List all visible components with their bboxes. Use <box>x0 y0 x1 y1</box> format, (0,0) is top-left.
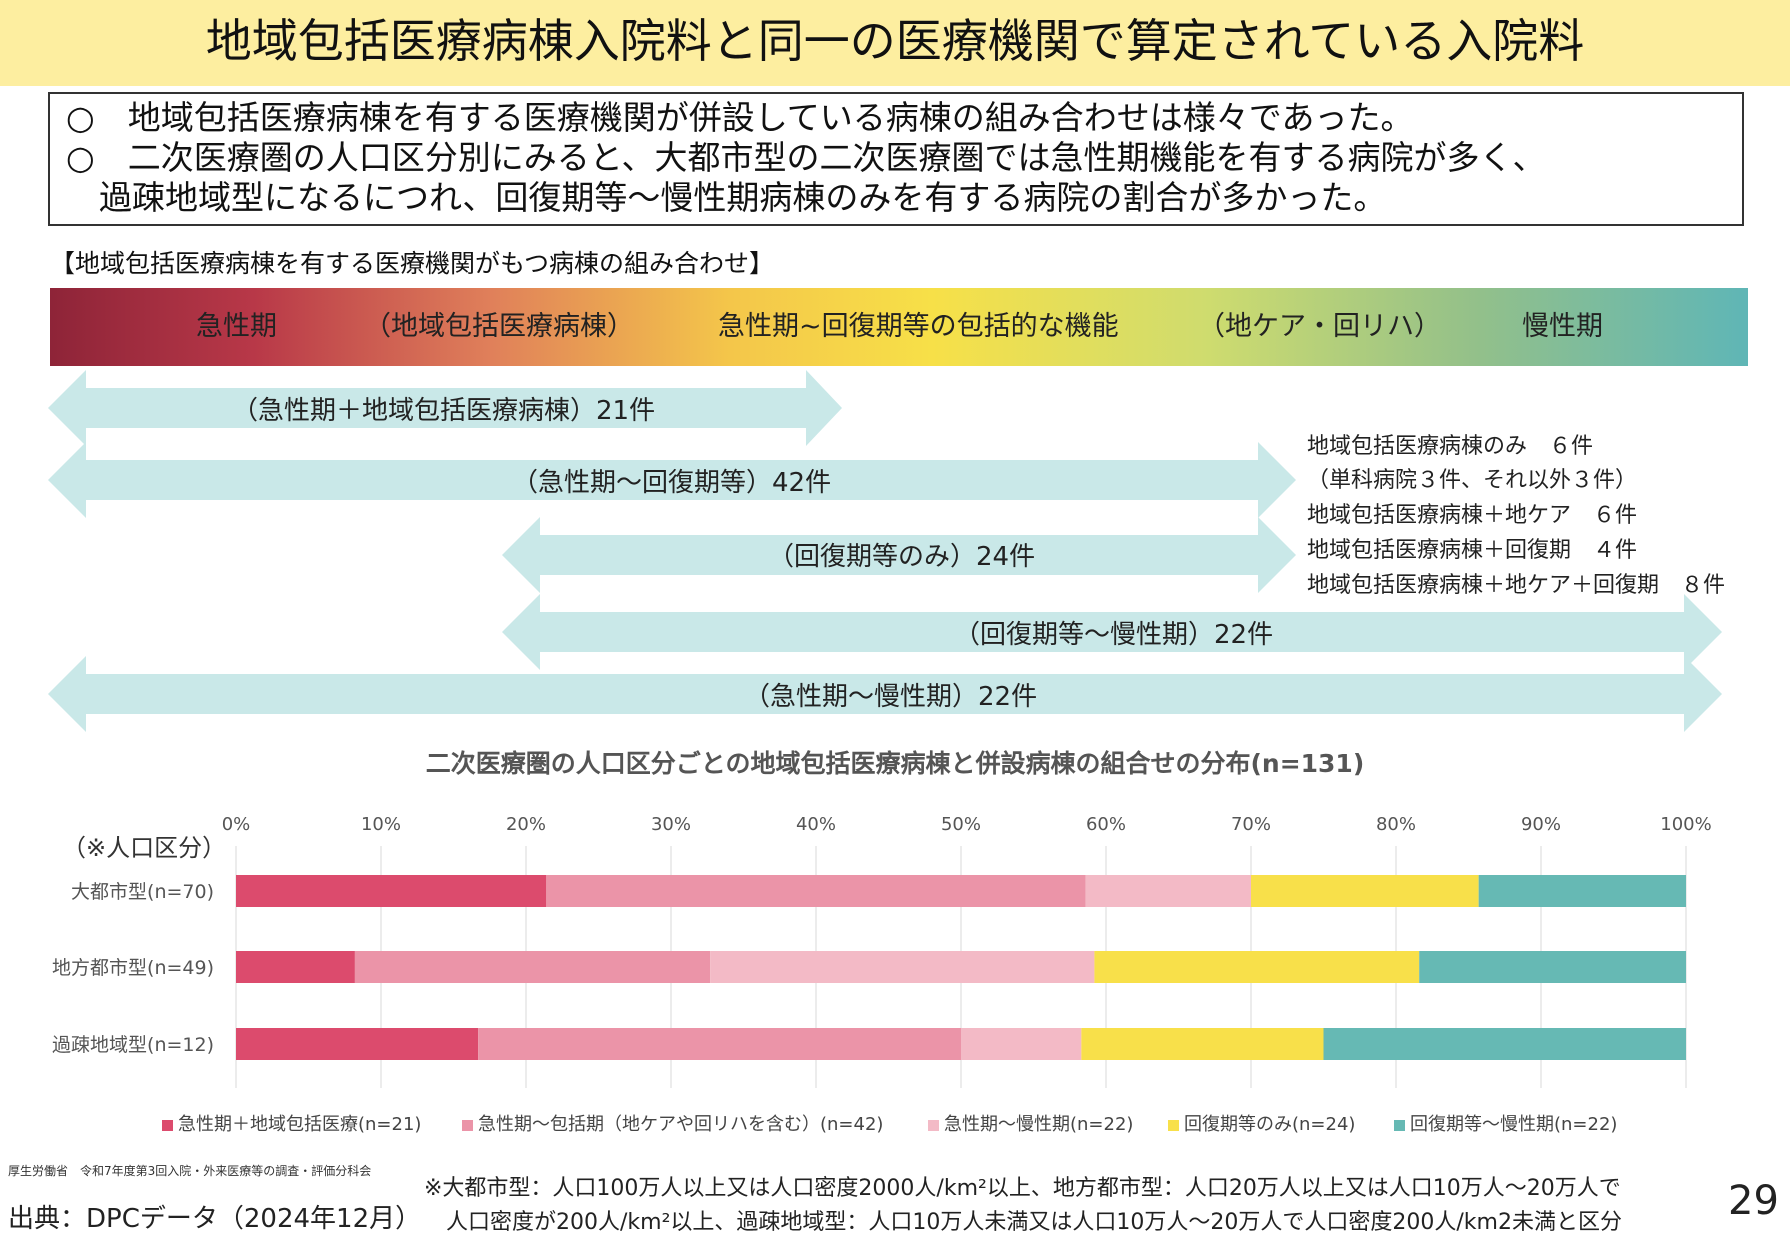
note-line-2: （単科病院３件、それ以外３件） <box>1307 468 1638 493</box>
footnote-line-2: 人口密度が200人/km²以上、過疎地域型：人口10万人未満又は人口10万人～2… <box>424 1210 1622 1235</box>
legend-item: 回復期等のみ(n=24) <box>1168 1110 1355 1136</box>
footnote: ※大都市型：人口100万人以上又は人口密度2000人/km²以上、地方都市型：人… <box>424 1172 1622 1240</box>
x-tick-label: 20% <box>506 814 546 835</box>
legend-item: 急性期～慢性期(n=22) <box>928 1110 1133 1136</box>
bar-segment <box>546 875 1086 907</box>
legend-label: 急性期～包括期（地ケアや回リハを含む）(n=42) <box>478 1114 884 1135</box>
gradient-label-regional: （地域包括医療病棟） <box>364 311 634 342</box>
arrow-label-recovery-chronic: （回復期等～慢性期）22件 <box>954 620 1274 650</box>
note-line-3: 地域包括医療病棟＋地ケア ６件 <box>1307 503 1638 528</box>
category-label: 大都市型(n=70) <box>71 881 214 903</box>
arrow-acute-recovery <box>48 442 1296 518</box>
x-tick-label: 30% <box>651 814 691 835</box>
summary-line-1: ○ 地域包括医療病棟を有する医療機関が併設している病棟の組み合わせは様々であった… <box>66 98 1414 137</box>
bar-segment <box>236 1028 479 1060</box>
combination-arrows <box>48 370 1722 732</box>
x-tick-label: 50% <box>941 814 981 835</box>
legend-swatch <box>1168 1119 1179 1131</box>
section-label: 【地域包括医療病棟を有する医療機関がもつ病棟の組み合わせ】 <box>50 249 775 278</box>
legend-label: 回復期等のみ(n=24) <box>1184 1114 1356 1135</box>
legend-label: 急性期＋地域包括医療(n=21) <box>178 1114 422 1135</box>
stacked-bar-chart: 0% 10% 20% 30% 40% 50% 60% 70% 80% 90% 100% 大都市型(n=… <box>52 814 1712 1088</box>
axis-unit-label: （※人口区分） <box>62 834 227 862</box>
x-tick-label: 0% <box>222 814 251 835</box>
x-tick-label: 10% <box>361 814 401 835</box>
bar-segment <box>1081 1028 1324 1060</box>
bar-segment <box>1323 1028 1686 1060</box>
arrow-label-recovery-only: （回復期等のみ）24件 <box>768 542 1036 572</box>
chart-title: 二次医療圏の人口区分ごとの地域包括医療病棟と併設病棟の組合せの分布(n=131) <box>425 749 1365 778</box>
organization-line: 厚生労働省 令和7年度第3回入院・外来医療等の調査・評価分科会 <box>8 1164 372 1178</box>
legend-item: 回復期等～慢性期(n=22) <box>1394 1110 1617 1136</box>
title-bar <box>0 0 1790 86</box>
summary-line-3: 過疎地域型になるにつれ、回復期等～慢性期病棟のみを有する病院の割合が多かった。 <box>66 178 1387 217</box>
legend-swatch <box>928 1119 939 1131</box>
legend-label: 急性期～慢性期(n=22) <box>944 1114 1134 1135</box>
bar-segment <box>1085 875 1251 907</box>
legend-swatch <box>462 1119 473 1131</box>
legend-swatch <box>162 1119 173 1131</box>
note-line-1: 地域包括医療病棟のみ ６件 <box>1307 434 1594 459</box>
arrow-label-acute-chronic: （急性期～慢性期）22件 <box>744 682 1038 712</box>
bar-segment <box>1251 875 1479 907</box>
bar-segment <box>1478 875 1686 907</box>
bar-segment <box>710 951 1095 983</box>
page-title: 地域包括医療病棟入院料と同一の医療機関で算定されている入院料 <box>205 14 1585 68</box>
bar-segment <box>354 951 711 983</box>
legend-swatch <box>1394 1119 1405 1131</box>
arrow-recovery-only <box>502 517 1296 593</box>
x-tick-label: 90% <box>1521 814 1561 835</box>
gradient-label-recovery: （地ケア・回リハ） <box>1198 311 1441 342</box>
bar-segment <box>1419 951 1686 983</box>
arrow-recovery-chronic <box>502 594 1722 670</box>
summary-box: ○ 地域包括医療病棟を有する医療機関が併設している病棟の組み合わせは様々であった… <box>48 92 1744 226</box>
footnote-line-1: ※大都市型：人口100万人以上又は人口密度2000人/km²以上、地方都市型：人… <box>424 1176 1621 1201</box>
arrow-acute-regional <box>48 370 842 446</box>
gradient-label-comprehensive: 急性期~回復期等の包括的な機能 <box>718 311 1119 342</box>
bar-segment <box>236 875 547 907</box>
page-number: 29 <box>1728 1178 1779 1224</box>
legend-item: 急性期～包括期（地ケアや回リハを含む）(n=42) <box>462 1110 883 1136</box>
category-label: 地方都市型(n=49) <box>52 957 214 979</box>
gradient-label-chronic: 慢性期 <box>1522 311 1603 342</box>
arrow-label-acute-recovery: （急性期～回復期等）42件 <box>512 468 832 498</box>
summary-line-2: ○ 二次医療圏の人口区分別にみると、大都市型の二次医療圏では急性期機能を有する病… <box>66 138 1546 177</box>
gradient-label-acute: 急性期 <box>196 311 277 342</box>
category-label: 過疎地域型(n=12) <box>52 1034 214 1056</box>
x-tick-label: 40% <box>796 814 836 835</box>
x-tick-label: 100% <box>1660 814 1711 835</box>
source-note: 出典：DPCデータ（2024年12月） <box>8 1204 422 1234</box>
x-tick-label: 80% <box>1376 814 1416 835</box>
x-tick-label: 70% <box>1231 814 1271 835</box>
bar-segment <box>961 1028 1082 1060</box>
x-tick-label: 60% <box>1086 814 1126 835</box>
note-line-4: 地域包括医療病棟＋回復期 ４件 <box>1307 538 1638 563</box>
arrow-label-acute-regional: （急性期＋地域包括医療病棟）21件 <box>232 396 656 426</box>
arrow-acute-chronic <box>48 656 1722 732</box>
bar-segment <box>236 951 355 983</box>
note-line-5: 地域包括医療病棟＋地ケア＋回復期 ８件 <box>1307 573 1726 598</box>
function-gradient-band: 急性期 （地域包括医療病棟） 急性期~回復期等の包括的な機能 （地ケア・回リハ）… <box>50 288 1748 366</box>
legend-label: 回復期等～慢性期(n=22) <box>1410 1114 1618 1135</box>
bar-segment <box>478 1028 961 1060</box>
legend-item: 急性期＋地域包括医療(n=21) <box>162 1110 421 1136</box>
bar-segment <box>1094 951 1420 983</box>
